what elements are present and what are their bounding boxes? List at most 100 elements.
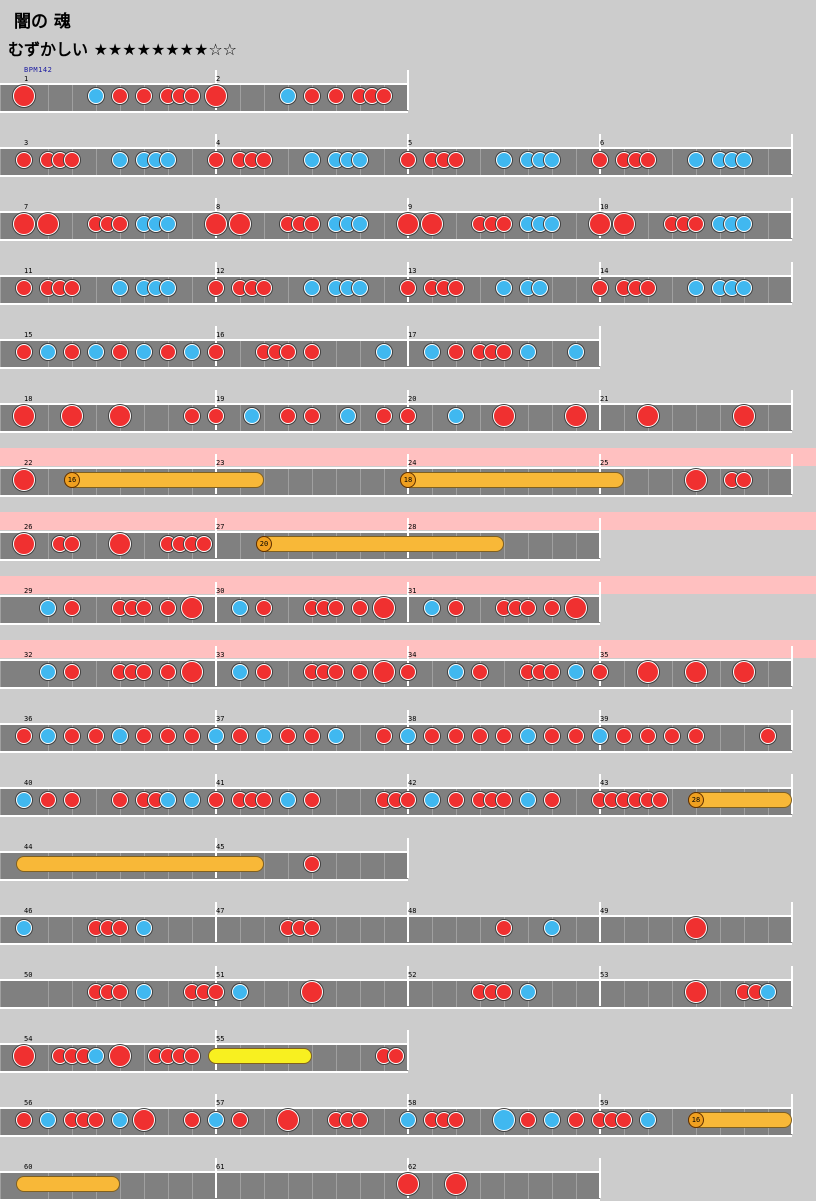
don-note xyxy=(160,344,176,360)
ka-note xyxy=(424,344,440,360)
beat-line xyxy=(312,1109,313,1135)
measure-number: 50 xyxy=(24,971,33,979)
beat-line xyxy=(264,1109,265,1135)
don-note xyxy=(16,344,32,360)
bpm-label: BPM142 xyxy=(24,66,53,74)
beat-line xyxy=(168,405,169,431)
song-title: 闇の 魂 xyxy=(14,12,71,32)
don-note xyxy=(652,792,668,808)
ka-note xyxy=(352,216,368,232)
beat-line xyxy=(288,853,289,879)
beat-line xyxy=(384,981,385,1007)
measure-number: 29 xyxy=(24,587,33,595)
measure-number: 33 xyxy=(216,651,225,659)
don-note xyxy=(688,216,704,232)
don-note xyxy=(592,152,608,168)
don-note-big xyxy=(421,213,443,235)
don-note-big xyxy=(397,1173,419,1195)
beat-line xyxy=(528,917,529,943)
measure-number: 1 xyxy=(24,75,29,83)
ka-note xyxy=(40,728,56,744)
ka-note xyxy=(40,600,56,616)
don-note xyxy=(16,1112,32,1128)
don-note-big xyxy=(13,533,35,555)
don-note xyxy=(112,792,128,808)
barline xyxy=(791,902,793,942)
beat-line xyxy=(768,213,769,239)
ka-note-big xyxy=(493,1109,515,1131)
don-note xyxy=(256,600,272,616)
ka-note xyxy=(208,728,224,744)
don-note xyxy=(304,728,320,744)
barline xyxy=(215,902,217,942)
beat-line xyxy=(72,981,73,1007)
ka-note xyxy=(568,344,584,360)
ka-note xyxy=(592,728,608,744)
ka-note xyxy=(760,984,776,1000)
ka-note xyxy=(232,984,248,1000)
beat-line xyxy=(0,405,1,431)
beat-line xyxy=(336,853,337,879)
beat-line xyxy=(72,917,73,943)
beat-line xyxy=(0,1109,1,1135)
beat-line xyxy=(360,725,361,751)
don-note xyxy=(568,728,584,744)
beat-line xyxy=(480,149,481,175)
measure-number: 58 xyxy=(408,1099,417,1107)
don-note-big xyxy=(493,405,515,427)
barline xyxy=(407,70,409,110)
don-note xyxy=(760,728,776,744)
don-note xyxy=(208,280,224,296)
don-note-big xyxy=(109,1045,131,1067)
measure-number: 37 xyxy=(216,715,225,723)
ka-note xyxy=(40,1112,56,1128)
beat-line xyxy=(384,149,385,175)
don-note-big xyxy=(13,469,35,491)
measure-number: 21 xyxy=(600,395,609,403)
ka-note xyxy=(88,344,104,360)
ka-note xyxy=(736,280,752,296)
don-note xyxy=(400,792,416,808)
ka-note xyxy=(544,1112,560,1128)
beat-line xyxy=(96,789,97,815)
don-note xyxy=(328,600,344,616)
don-note xyxy=(64,344,80,360)
beat-line xyxy=(576,1173,577,1199)
don-note xyxy=(16,280,32,296)
don-note xyxy=(688,728,704,744)
beat-line xyxy=(480,277,481,303)
beat-line xyxy=(288,469,289,495)
beat-line xyxy=(432,917,433,943)
beat-line xyxy=(624,981,625,1007)
beat-line xyxy=(744,725,745,751)
don-note xyxy=(736,472,752,488)
ka-note xyxy=(736,152,752,168)
measure-number: 36 xyxy=(24,715,33,723)
beat-line xyxy=(672,277,673,303)
don-note xyxy=(64,152,80,168)
don-note-big xyxy=(301,981,323,1003)
barline xyxy=(791,966,793,1006)
ka-note xyxy=(352,280,368,296)
measure-number: 28 xyxy=(408,523,417,531)
beat-line xyxy=(0,853,1,879)
measure-number: 18 xyxy=(24,395,33,403)
beat-line xyxy=(576,789,577,815)
beat-line xyxy=(576,213,577,239)
ka-note xyxy=(16,920,32,936)
beat-line xyxy=(504,661,505,687)
barline xyxy=(407,966,409,1006)
don-note xyxy=(640,280,656,296)
don-note-big xyxy=(181,597,203,619)
beat-line xyxy=(576,917,577,943)
barline xyxy=(791,198,793,238)
don-note xyxy=(16,728,32,744)
measure-number: 16 xyxy=(216,331,225,339)
ka-note xyxy=(376,344,392,360)
ka-note xyxy=(544,216,560,232)
beat-line xyxy=(264,1173,265,1199)
ka-note xyxy=(16,792,32,808)
don-note xyxy=(400,408,416,424)
don-note xyxy=(64,728,80,744)
beat-line xyxy=(504,1173,505,1199)
